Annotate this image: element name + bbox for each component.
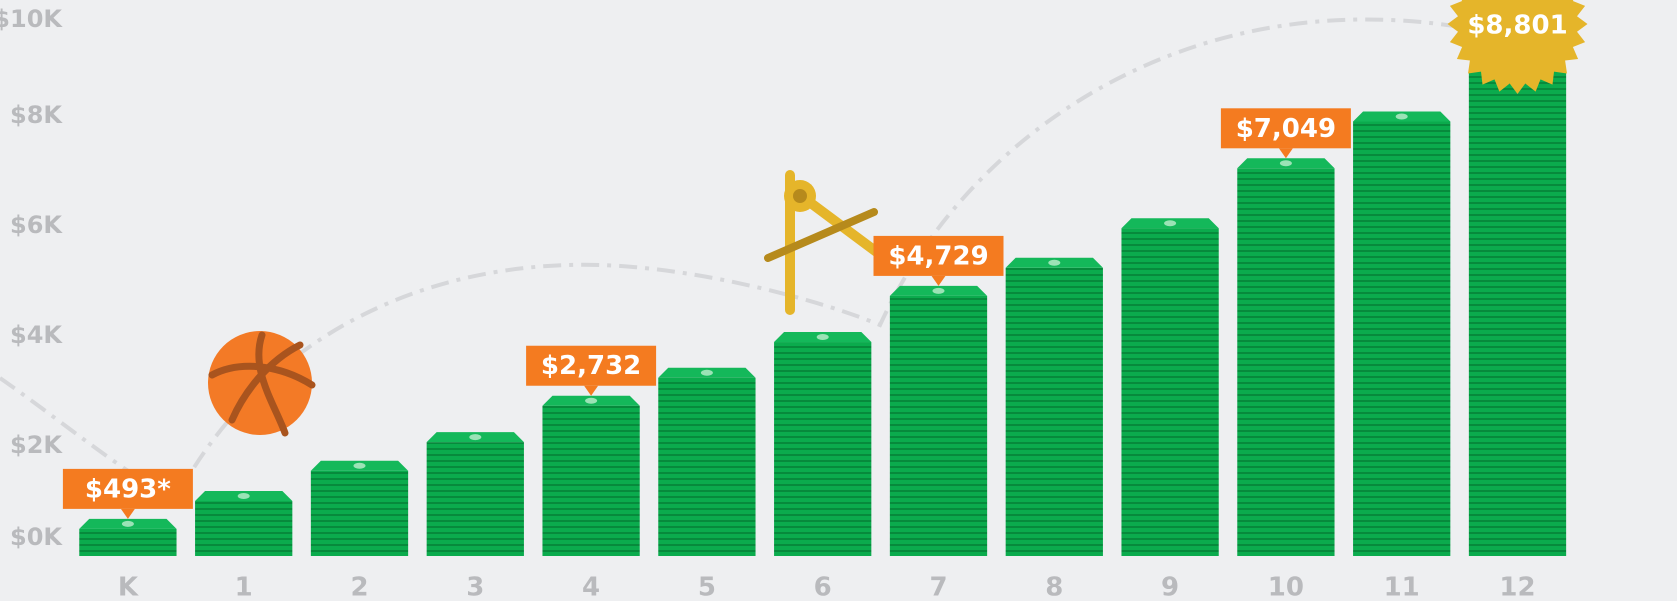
x-tick-label: 2 [350,573,368,601]
bill-seal [1164,220,1176,226]
bill-seal [933,288,945,294]
y-tick-label: $4K [10,321,63,349]
value-label: $493* [85,474,171,504]
x-tick-label: 12 [1499,573,1535,601]
value-label: $4,729 [888,241,988,271]
label-pointer [932,276,946,286]
bar [195,501,292,556]
x-tick-label: 1 [235,573,253,601]
x-tick-label: K [118,573,139,601]
bar [774,342,871,556]
value-label: $7,049 [1236,114,1336,144]
label-pointer [1279,148,1293,158]
label-pointer [121,509,135,519]
bill-seal [585,398,597,404]
chart: $0K$2K$4K$6K$8K$10KK$493*1234$2,732567$4… [0,0,1677,601]
x-tick-label: 6 [814,573,832,601]
x-tick-label: 11 [1384,573,1420,601]
bar [658,378,755,556]
y-tick-label: $8K [10,101,63,129]
bar [79,529,176,556]
x-tick-label: 9 [1161,573,1179,601]
bill-seal [1280,160,1292,166]
bill-seal [469,434,481,440]
basketball [208,331,312,435]
bill-seal [238,493,250,499]
y-tick-label: $10K [0,5,63,33]
x-tick-label: 7 [929,573,947,601]
x-tick-label: 5 [698,573,716,601]
bill-seal [354,463,366,469]
bar [311,471,408,556]
bill-seal [122,521,134,527]
bar [1006,268,1103,556]
compass [768,175,890,310]
bar [542,406,639,556]
bill-seal [1048,260,1060,266]
bar [1237,168,1334,556]
bill-seal [817,334,829,340]
bar [1121,228,1218,556]
label-pointer [584,386,598,396]
x-tick-label: 10 [1268,573,1304,601]
value-label: $2,732 [541,351,641,381]
bar [1469,72,1566,556]
y-tick-label: $6K [10,211,63,239]
bill-seal [1396,114,1408,120]
value-label: $8,801 [1467,11,1567,41]
y-tick-label: $0K [10,523,63,551]
bar [427,442,524,556]
x-tick-label: 8 [1045,573,1063,601]
bar [890,296,987,556]
y-tick-label: $2K [10,431,63,459]
bar [1353,122,1450,557]
bill-seal [701,370,713,376]
x-tick-label: 4 [582,573,600,601]
x-tick-label: 3 [466,573,484,601]
